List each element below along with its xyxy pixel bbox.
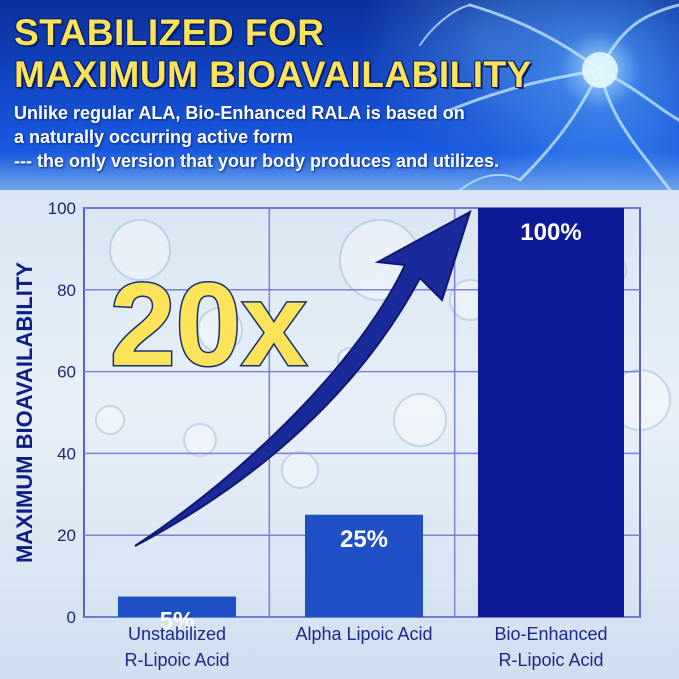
growth-arrow <box>134 209 472 547</box>
header-banner: STABILIZED FOR MAXIMUM BIOAVAILABILITY U… <box>0 0 679 190</box>
x-tick-label-1-0: Alpha Lipoic Acid <box>295 624 432 644</box>
y-axis-label: MAXIMUM BIOAVAILABILITY <box>12 262 37 563</box>
x-tick-label-0-1: R-Lipoic Acid <box>124 650 229 670</box>
subtitle-line-3: --- the only version that your body prod… <box>14 151 500 171</box>
y-tick-label-60: 60 <box>57 363 76 382</box>
title-line-1: STABILIZED FOR <box>14 12 325 53</box>
x-tick-label-0-0: Unstabilized <box>128 624 226 644</box>
page-title: STABILIZED FOR MAXIMUM BIOAVAILABILITY <box>14 12 532 96</box>
y-tick-label-80: 80 <box>57 281 76 300</box>
bar-1 <box>305 514 423 617</box>
bar-0 <box>118 596 236 617</box>
callout-20x: 20x <box>110 259 307 391</box>
subtitle-line-2: a naturally occurring active form <box>14 127 294 147</box>
bubble-6 <box>183 423 217 457</box>
subtitle-line-1: Unlike regular ALA, Bio-Enhanced RALA is… <box>14 103 465 123</box>
y-tick-label-40: 40 <box>57 444 76 463</box>
title-line-2: MAXIMUM BIOAVAILABILITY <box>14 54 532 95</box>
bubble-4 <box>281 451 319 489</box>
bubble-1 <box>197 307 243 353</box>
data-label-1: 25% <box>340 526 388 553</box>
y-tick-label-0: 0 <box>67 608 76 627</box>
y-tick-label-100: 100 <box>48 199 76 218</box>
x-tick-label-2-1: R-Lipoic Acid <box>498 650 603 670</box>
y-tick-label-20: 20 <box>57 526 76 545</box>
bar-2 <box>478 208 624 617</box>
data-label-2: 100% <box>520 219 581 246</box>
subtitle: Unlike regular ALA, Bio-Enhanced RALA is… <box>14 101 674 173</box>
bubble-10 <box>95 405 125 435</box>
bubble-3 <box>393 393 447 447</box>
neuron-illustration <box>419 3 679 190</box>
x-tick-label-2-0: Bio-Enhanced <box>494 624 607 644</box>
data-label-0: 5% <box>160 608 195 635</box>
bubble-0 <box>109 219 171 281</box>
